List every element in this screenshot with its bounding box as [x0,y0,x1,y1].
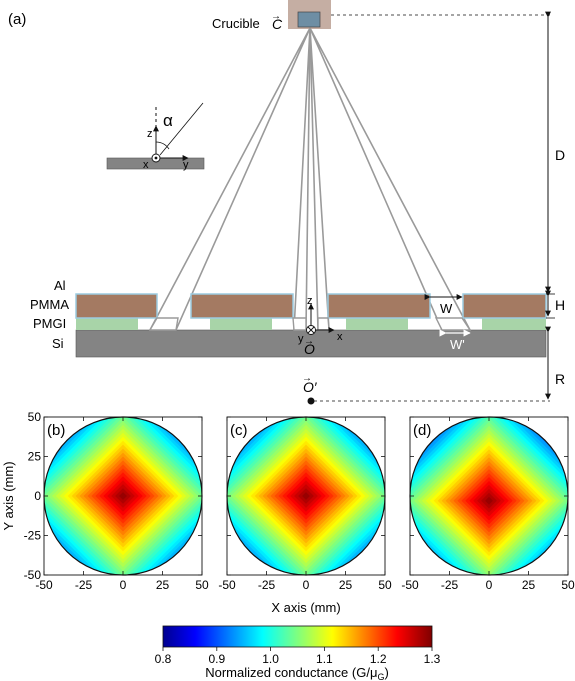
x-tick-label: 50 [195,578,209,592]
y-tick-label: 25 [28,450,42,464]
x-tick-label: 25 [339,578,353,592]
y-tick-label: -50 [24,568,42,582]
x-tick-label: -50 [401,578,419,592]
x-tick-label: -50 [35,578,53,592]
colorbar-label: Normalized conductance (G/μG) [205,665,389,681]
origin-x-label: x [337,331,343,343]
x-tick-label: 25 [156,578,170,592]
crucible-vector-arrow: → [271,11,281,22]
x-tick-label: 50 [378,578,392,592]
conductance-maps: Y axis (mm) X axis (mm) (b) -50 -25 0 25 50 50… [1,410,575,615]
y-tick-label: -25 [24,529,42,543]
crucible-vector-label: C [272,16,283,32]
alpha-label: α [163,111,173,130]
colorbar-gradient [162,625,433,648]
angle-inset: z x y α [106,102,205,171]
x-tick-label: -25 [75,578,93,592]
colorbar-tick-label: 1.1 [316,652,333,666]
x-tick-label: -25 [441,578,459,592]
origin-prime-dot [307,397,315,405]
x-tick-label: 0 [120,578,127,592]
contour-band [119,492,127,500]
beam-center-left [293,27,311,331]
layer-label-si: Si [52,336,64,351]
layer-label-pmma: PMMA [30,297,69,312]
origin-prime-label: O′ [303,379,318,395]
sample-stack: Al PMMA PMGI Si W W' z x y O → O′ → [30,278,547,405]
beam-right [309,27,472,331]
dimension-guides: D H R [314,11,565,402]
origin-prime-arrow: → [302,373,312,384]
w-label: W [440,301,453,316]
origin-z-label: z [307,295,313,307]
y-tick-label: 0 [34,489,41,503]
colorbar-tick-label: 1.0 [262,652,279,666]
r-label: R [555,371,565,387]
y-axis-label: Y axis (mm) [1,461,16,530]
crucible-source [297,11,321,28]
wprime-label: W' [450,337,465,352]
d-label: D [555,147,565,163]
inset-y-label: y [183,159,189,171]
panel-label: (d) [413,422,431,439]
origin-y-label: y [298,333,304,345]
colorbar-tick-label: 0.9 [208,652,225,666]
beam-left [148,27,311,331]
colorbar-ticks: 0.8 0.9 1.0 1.1 1.2 1.3 [155,647,441,666]
origin-vector-label: O [304,341,315,357]
inset-z-label: z [147,128,153,140]
contour-band [302,492,310,500]
colorbar-tick-label: 1.3 [424,652,441,666]
evaporation-beams [148,27,472,331]
contour-band [485,496,493,505]
crucible-label: Crucible [212,16,260,31]
x-tick-label: 0 [303,578,310,592]
panel-label-a: (a) [8,11,26,28]
x-tick-label: 25 [522,578,536,592]
origin-vector-arrow: → [304,336,314,347]
panel-label: (c) [230,422,248,439]
x-tick-label: 50 [561,578,575,592]
beam-center-right [309,27,330,331]
inset-x-label: x [143,159,149,171]
x-tick-label: 0 [486,578,493,592]
pmma-al-layer [75,293,547,319]
x-axis-label: X axis (mm) [271,600,340,615]
y-tick-label: 50 [28,410,42,424]
x-tick-label: -50 [218,578,236,592]
colorbar-tick-label: 1.2 [370,652,387,666]
x-tick-label: -25 [258,578,276,592]
panel-label: (b) [47,422,65,439]
schematic-panel: (a) Crucible C → z x y α [8,0,565,405]
colorbar-tick-label: 0.8 [155,652,172,666]
layer-label-al: Al [54,278,66,293]
layer-label-pmgi: PMGI [33,316,66,331]
colorbar: 0.8 0.9 1.0 1.1 1.2 1.3 Normalized conductanc… [155,625,441,681]
inset-angle-arc [155,141,170,150]
pmgi-layer [76,318,546,330]
h-label: H [555,297,565,313]
